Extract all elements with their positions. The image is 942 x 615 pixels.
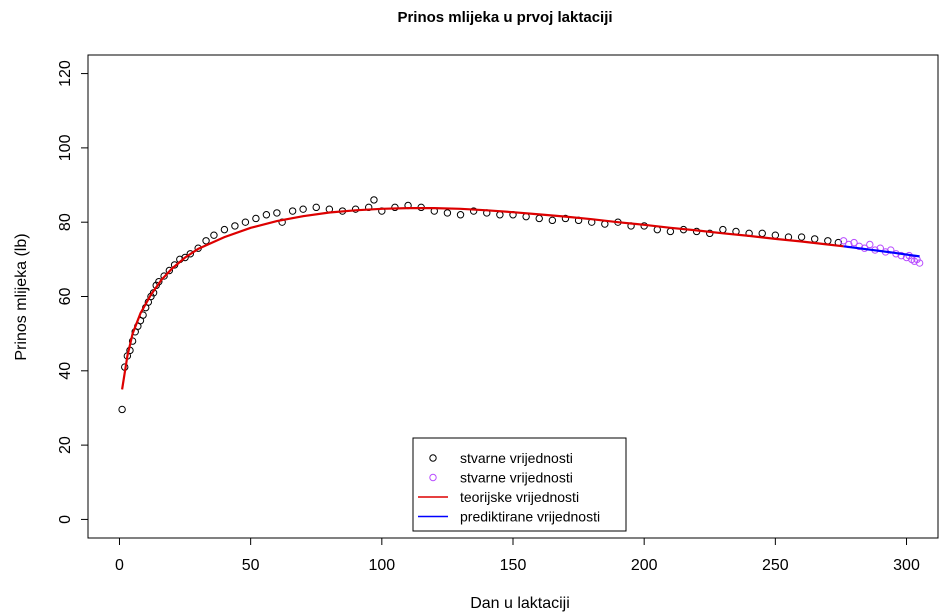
data-point <box>811 236 817 242</box>
chart-title: Prinos mlijeka u prvoj laktaciji <box>397 9 612 26</box>
x-tick-label: 50 <box>242 557 260 574</box>
data-point <box>549 217 555 223</box>
y-tick-label: 20 <box>57 436 74 454</box>
data-point <box>444 210 450 216</box>
data-point <box>242 219 248 225</box>
x-tick-label: 300 <box>893 557 920 574</box>
y-tick-label: 120 <box>57 60 74 87</box>
data-point <box>798 234 804 240</box>
data-point <box>867 241 873 247</box>
data-point <box>497 212 503 218</box>
data-point <box>667 228 673 234</box>
data-point <box>211 232 217 238</box>
line-series-3 <box>844 246 920 256</box>
data-point <box>274 210 280 216</box>
data-point <box>289 208 295 214</box>
y-axis-label: Prinos mlijeka (lb) <box>13 233 30 360</box>
data-point <box>300 206 306 212</box>
data-point <box>772 232 778 238</box>
legend-label: teorijske vrijednosti <box>460 489 579 505</box>
data-point <box>759 230 765 236</box>
data-point <box>119 406 125 412</box>
data-point <box>313 204 319 210</box>
series-layer <box>119 197 923 413</box>
data-point <box>203 238 209 244</box>
y-tick-label: 100 <box>57 134 74 161</box>
x-tick-label: 250 <box>762 557 789 574</box>
data-point <box>263 212 269 218</box>
data-point <box>371 197 377 203</box>
data-point <box>825 238 831 244</box>
legend-label: stvarne vrijednosti <box>460 450 573 466</box>
y-tick-label: 40 <box>57 362 74 380</box>
x-tick-label: 100 <box>368 557 395 574</box>
data-point <box>232 223 238 229</box>
data-point <box>457 212 463 218</box>
data-point <box>253 215 259 221</box>
x-tick-label: 200 <box>631 557 658 574</box>
y-tick-label: 60 <box>57 288 74 306</box>
data-point <box>536 215 542 221</box>
x-tick-label: 150 <box>500 557 527 574</box>
legend-label: prediktirane vrijednosti <box>460 509 600 525</box>
legend-label: stvarne vrijednosti <box>460 470 573 486</box>
data-point <box>720 226 726 232</box>
y-tick-label: 80 <box>57 213 74 231</box>
point-series-0 <box>119 197 842 413</box>
legend: stvarne vrijednosti stvarne vrijednosti te… <box>413 438 626 531</box>
line-series-2 <box>122 208 844 389</box>
x-axis-label: Dan u laktaciji <box>470 595 570 612</box>
y-tick-label: 0 <box>57 515 74 524</box>
data-point <box>221 226 227 232</box>
x-tick-label: 0 <box>115 557 124 574</box>
